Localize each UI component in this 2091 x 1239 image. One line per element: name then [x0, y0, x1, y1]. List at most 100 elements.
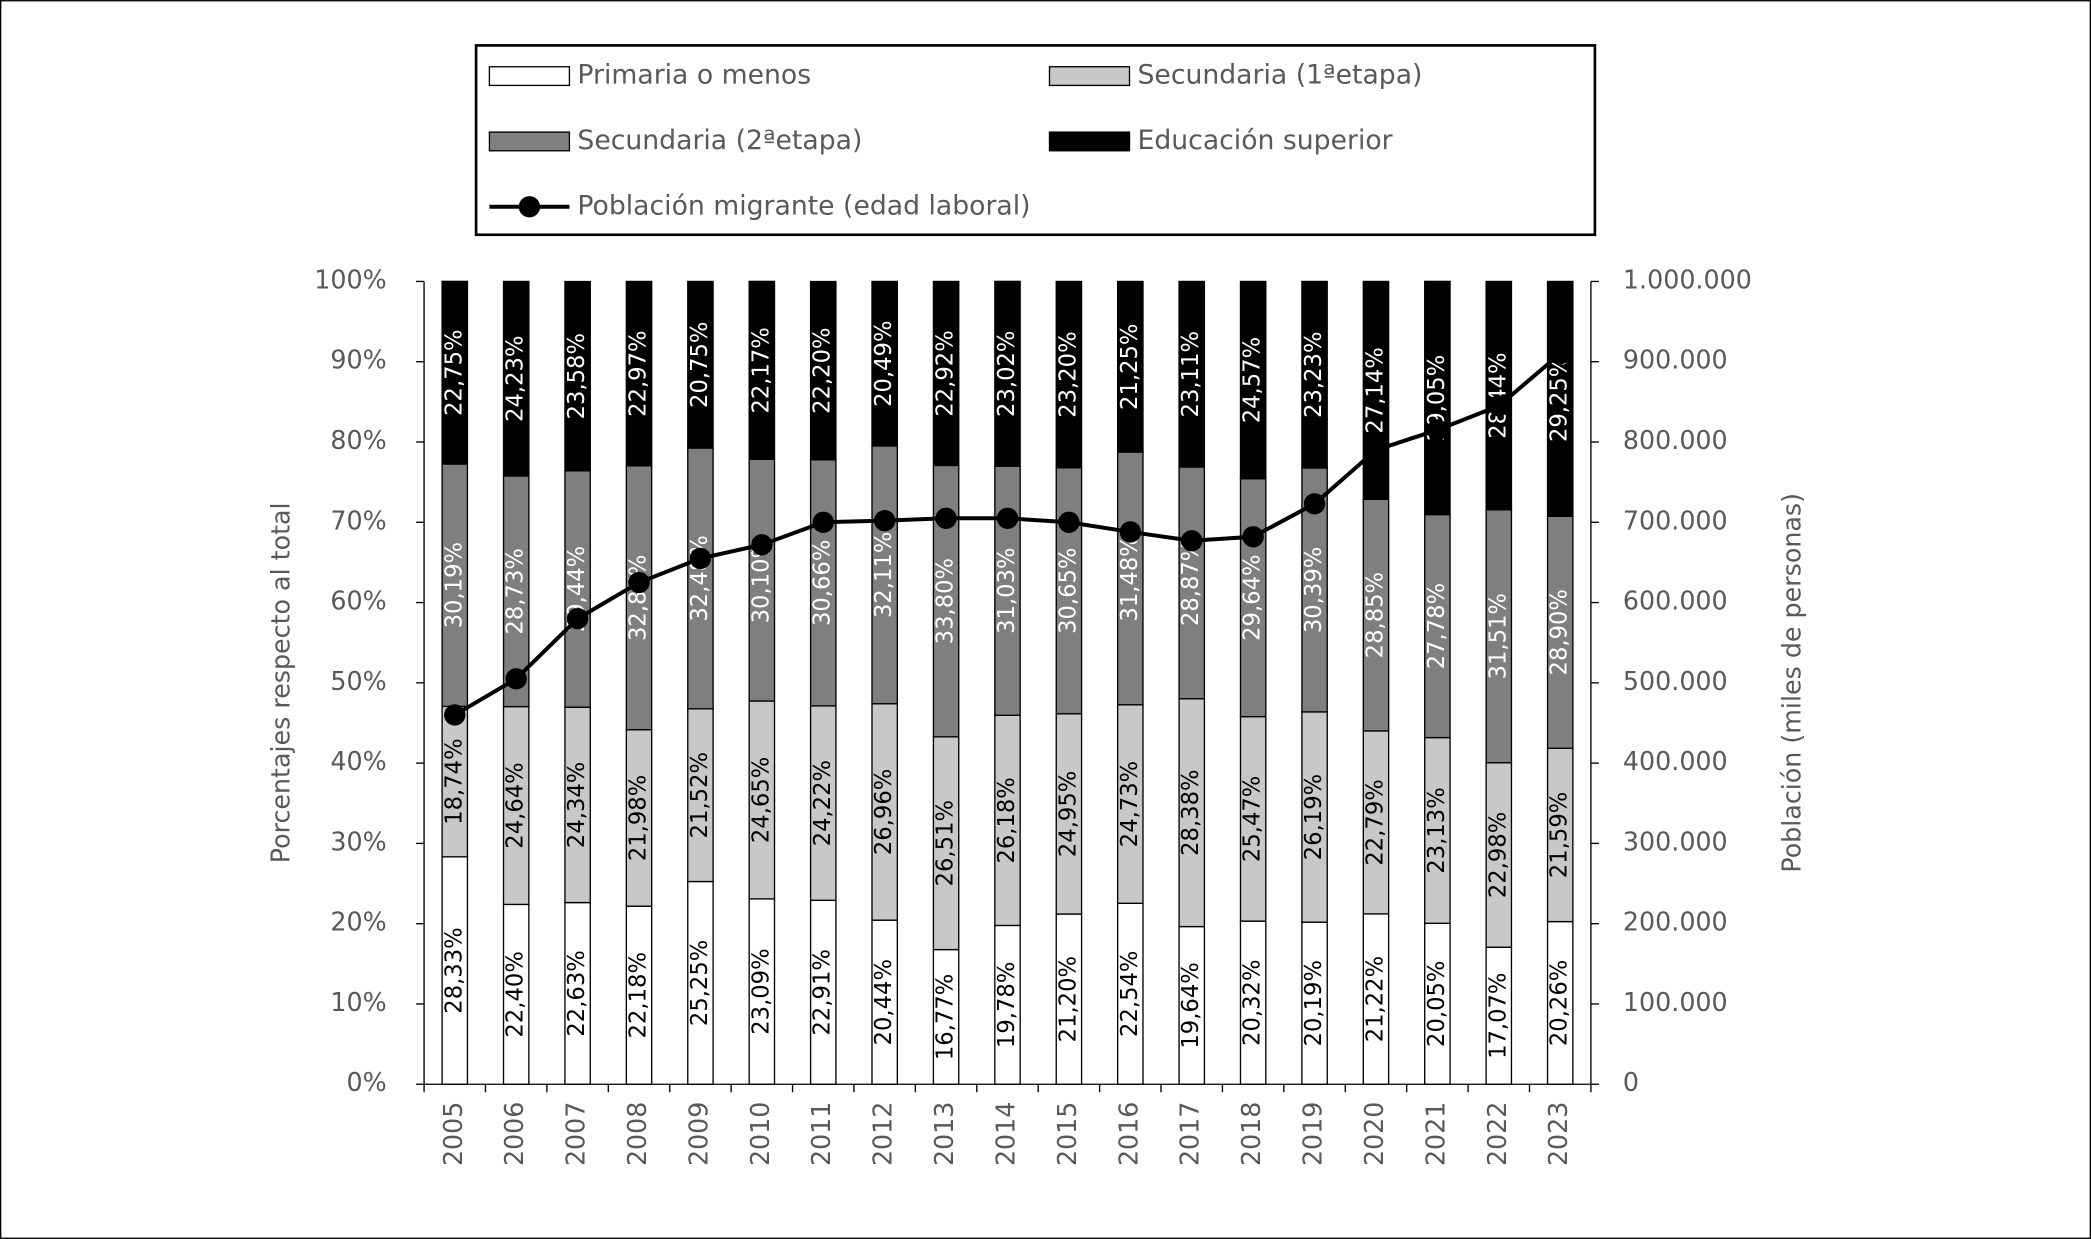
y2-tick-label: 300.000	[1623, 826, 1728, 856]
value-label: 23,02%	[994, 331, 1020, 417]
value-label: 21,22%	[1362, 956, 1388, 1042]
bar-segment	[809, 705, 837, 901]
value-label: 22,91%	[810, 949, 836, 1035]
value-label: 20,44%	[871, 959, 897, 1045]
value-label: 28,90%	[1547, 589, 1573, 675]
bar-segment	[1055, 467, 1083, 715]
y2-tick-label: 700.000	[1623, 505, 1728, 535]
value-label: 33,80%	[933, 558, 959, 644]
y-tick-label: 100%	[314, 264, 386, 294]
value-label: 31,48%	[1117, 535, 1143, 621]
value-label: 22,79%	[1362, 779, 1388, 865]
bar-segment	[687, 447, 714, 710]
value-label: 31,03%	[994, 548, 1020, 634]
x-tick-label: 2017	[1175, 1102, 1205, 1166]
value-label: 21,98%	[626, 775, 652, 861]
bar-segment	[1424, 513, 1451, 739]
value-label: 25,25%	[687, 940, 713, 1026]
x-tick-label: 2016	[1113, 1102, 1143, 1166]
x-tick-label: 2018	[1236, 1102, 1266, 1166]
bar-segment	[1546, 747, 1574, 923]
y-tick-label: 90%	[330, 345, 386, 375]
value-label: 22,98%	[1485, 812, 1511, 898]
value-label: 17,07%	[1485, 973, 1511, 1059]
bar-segment	[502, 903, 530, 1085]
line-marker	[628, 571, 650, 594]
value-label: 21,52%	[687, 752, 713, 838]
bar-segment	[1178, 280, 1206, 468]
x-tick-label: 2009	[683, 1102, 713, 1166]
value-label: 21,25%	[1117, 324, 1143, 410]
bar-segment	[1301, 280, 1328, 469]
bar-segment	[625, 280, 653, 467]
line-marker	[1549, 343, 1571, 365]
bar-segment	[1362, 280, 1390, 500]
legend-label: Secundaria (1ªetapa)	[1138, 60, 1423, 91]
y-tick-label: 70%	[330, 505, 386, 535]
x-tick-label: 2013	[929, 1102, 959, 1166]
legend-swatch	[1048, 131, 1131, 152]
line-marker	[1119, 521, 1141, 543]
value-label: 26,51%	[933, 800, 959, 886]
bar-segment	[871, 445, 899, 705]
bar-segment	[932, 464, 960, 738]
bar-segment	[1239, 280, 1267, 480]
bar-segment	[1116, 280, 1144, 453]
legend-label: Educación superior	[1138, 125, 1393, 156]
line-marker	[1365, 439, 1387, 461]
value-label: 22,92%	[933, 330, 959, 416]
legend-swatch	[488, 66, 571, 87]
bar-segment	[441, 705, 469, 858]
value-label: 26,19%	[1301, 774, 1327, 860]
y2-tick-label: 100.000	[1623, 987, 1728, 1017]
value-label: 24,64%	[503, 762, 529, 848]
y2-axis-title: Población (miles de personas)	[1777, 493, 1807, 873]
y-tick-label: 30%	[330, 826, 386, 856]
bar-segment	[1301, 921, 1328, 1085]
line-marker	[751, 534, 773, 556]
x-tick-label: 2007	[561, 1102, 591, 1166]
line-marker	[444, 704, 466, 726]
bar-segment	[502, 705, 530, 906]
bar-segment	[1424, 280, 1451, 516]
bar-segment	[1301, 711, 1328, 923]
bar-segment	[687, 280, 714, 449]
bar-segment	[871, 280, 899, 447]
value-label: 22,63%	[564, 950, 590, 1036]
value-label: 24,22%	[810, 760, 836, 846]
x-tick-label: 2019	[1298, 1102, 1328, 1166]
value-label: 32,11%	[871, 532, 897, 618]
bar-segment	[1424, 736, 1451, 924]
bar-segment	[932, 280, 960, 467]
x-tick-label: 2011	[806, 1102, 836, 1166]
value-label: 23,13%	[1424, 787, 1450, 873]
value-label: 24,57%	[1240, 337, 1266, 423]
y2-tick-label: 800.000	[1623, 425, 1728, 455]
x-tick-label: 2008	[622, 1102, 652, 1166]
bar-segment	[1116, 451, 1144, 706]
bar-segment	[748, 280, 776, 461]
y-tick-label: 10%	[330, 987, 386, 1017]
y2-tick-label: 500.000	[1623, 666, 1728, 696]
x-tick-label: 2005	[438, 1102, 468, 1166]
value-label: 29,25%	[1547, 356, 1573, 442]
value-label: 22,54%	[1117, 951, 1143, 1037]
value-label: 30,19%	[441, 542, 467, 628]
value-label: 16,77%	[933, 974, 959, 1060]
value-label: 30,65%	[1055, 548, 1081, 634]
value-label: 27,78%	[1424, 583, 1450, 669]
x-tick-label: 2023	[1543, 1102, 1573, 1166]
line-marker	[505, 668, 527, 690]
value-label: 21,20%	[1055, 956, 1081, 1042]
line-marker	[1181, 530, 1203, 552]
x-tick-label: 2006	[499, 1102, 529, 1166]
line-marker	[935, 507, 957, 529]
bar-segment	[502, 280, 530, 477]
bar-segment	[1178, 698, 1206, 928]
bar-segment	[1546, 280, 1574, 517]
value-label: 26,96%	[871, 769, 897, 855]
value-label: 22,18%	[626, 952, 652, 1038]
value-label: 28,33%	[441, 927, 467, 1013]
bar-segment	[1239, 715, 1267, 922]
bar-segment	[1116, 902, 1144, 1085]
